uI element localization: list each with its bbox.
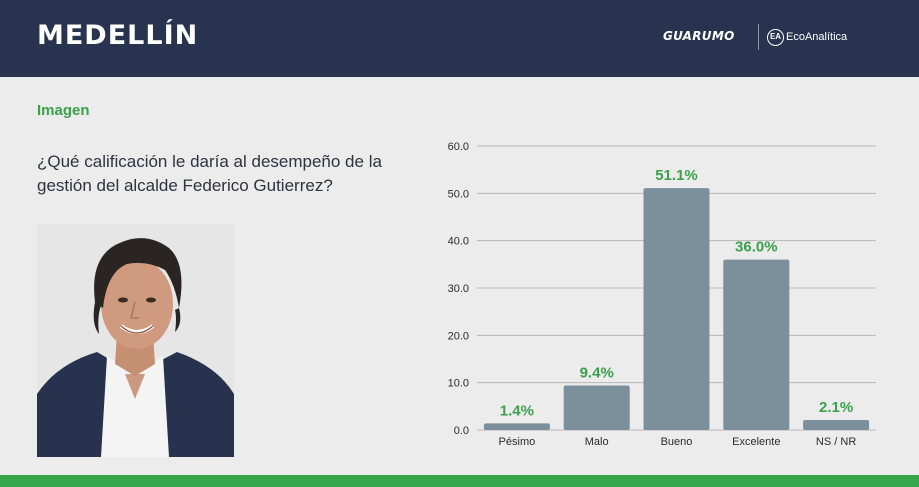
bar-value-label: 1.4% xyxy=(500,402,534,419)
x-category-label: Malo xyxy=(585,436,609,448)
bar xyxy=(483,423,550,430)
y-tick-label: 10.0 xyxy=(448,378,469,390)
city-title: MEDELLÍN xyxy=(37,20,199,51)
chart-canvas: 0.0 10.0 20.0 30.0 40.0 50.0 60.0 1.4% Pésimo 9.4… xyxy=(448,141,876,448)
bar-value-label: 9.4% xyxy=(580,365,614,382)
x-category-label: NS / NR xyxy=(816,436,856,448)
y-tick-label: 50.0 xyxy=(448,188,469,200)
ecoanalitica-logo: EcoAnalítica xyxy=(786,31,848,43)
bar-value-label: 2.1% xyxy=(819,399,853,416)
bar-value-label: 36.0% xyxy=(735,239,778,256)
y-tick-label: 60.0 xyxy=(448,141,469,153)
section-label: Imagen xyxy=(37,102,90,119)
survey-question: ¿Qué calificación le daría al desempeño … xyxy=(37,152,382,195)
portrait-photo xyxy=(37,224,234,457)
x-category-label: Pésimo xyxy=(499,436,536,448)
guarumo-logo: GUARUMO xyxy=(663,29,735,43)
bar-value-label: 51.1% xyxy=(655,167,698,184)
header-bar: MEDELLÍN GUARUMO EA EcoAnalítica xyxy=(0,0,919,77)
y-tick-label: 40.0 xyxy=(448,236,469,248)
bar xyxy=(803,420,870,430)
footer-bar xyxy=(0,475,919,487)
y-tick-label: 30.0 xyxy=(448,283,469,295)
ecoanalitica-icon: EA xyxy=(767,29,784,46)
bar xyxy=(563,385,630,430)
bar xyxy=(643,188,710,430)
bar-chart: 0.0 10.0 20.0 30.0 40.0 50.0 60.0 1.4% Pésimo 9.4… xyxy=(420,130,890,465)
logo-divider xyxy=(758,24,759,50)
y-tick-label: 0.0 xyxy=(454,425,469,437)
portrait-illustration xyxy=(37,224,234,457)
y-tick-label: 20.0 xyxy=(448,330,469,342)
bar xyxy=(723,259,790,430)
x-category-label: Excelente xyxy=(732,436,780,448)
x-category-label: Bueno xyxy=(661,436,693,448)
